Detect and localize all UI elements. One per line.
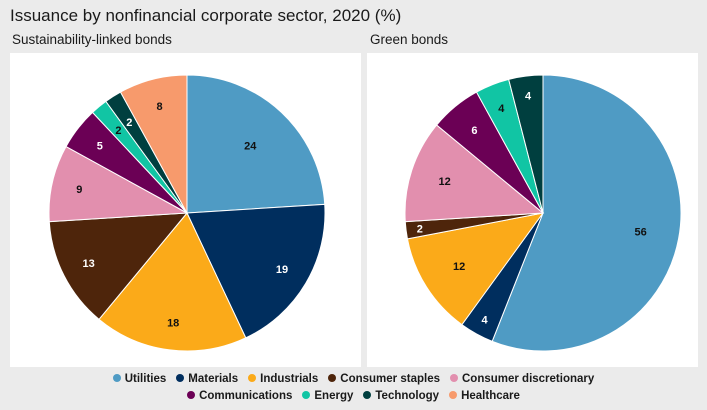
data-label-consumer-discretionary: 12: [438, 176, 450, 188]
pie-slice-technology: [508, 74, 544, 214]
pie-slice-materials: [186, 203, 326, 339]
data-label-materials: 19: [276, 264, 288, 276]
legend-item-industrials: Industrials: [248, 373, 318, 385]
legend-row-1: Utilities Materials Industrials Consumer st…: [0, 373, 707, 385]
data-label-consumer-discretionary: 9: [76, 184, 82, 196]
legend-item-energy: Energy: [302, 390, 353, 402]
legend-label: Healthcare: [461, 390, 520, 402]
legend-item-communications: Communications: [187, 390, 292, 402]
pie-chart-green-bonds: 56 4 12 2 12 6 4 4: [404, 74, 682, 352]
legend-swatch: [449, 374, 458, 382]
data-label-technology: 4: [525, 90, 532, 102]
legend-swatch: [248, 374, 257, 382]
legend-swatch: [187, 391, 196, 399]
pie-slice-consumer-discretionary: [404, 124, 545, 223]
data-label-utilities: 56: [634, 227, 646, 239]
data-label-healthcare: 8: [156, 101, 162, 113]
data-label-industrials: 18: [167, 318, 179, 330]
data-label-technology: 2: [126, 117, 132, 129]
legend-swatch: [363, 391, 372, 399]
pie-slice-utilities: [491, 74, 682, 352]
legend-item-technology: Technology: [363, 390, 439, 402]
legend-swatch: [302, 391, 311, 399]
data-label-energy: 2: [115, 125, 121, 137]
legend-label: Consumer discretionary: [461, 373, 595, 385]
legend-label: Industrials: [260, 373, 319, 385]
data-label-industrials: 12: [453, 261, 465, 273]
data-label-communications: 6: [471, 125, 477, 137]
pie-title-green-bonds: Green bonds: [370, 32, 449, 47]
legend-label: Communications: [199, 390, 293, 402]
legend-swatch: [176, 374, 185, 382]
data-label-consumer-staples: 13: [82, 258, 94, 270]
data-label-consumer-staples: 2: [417, 224, 423, 236]
legend-swatch: [449, 391, 458, 399]
legend-item-utilities: Utilities: [112, 373, 167, 385]
legend-item-consumer-discretionary: Consumer discretionary: [449, 373, 595, 385]
legend-item-materials: Materials: [176, 373, 238, 385]
pie-slice-utilities: [186, 74, 326, 214]
legend-label: Energy: [314, 390, 354, 402]
legend-item-consumer-staples: Consumer staples: [328, 373, 440, 385]
pie-slice-consumer-staples: [48, 212, 189, 321]
legend-label: Consumer staples: [340, 373, 440, 385]
pie-title-sustainability-linked: Sustainability-linked bonds: [12, 32, 172, 47]
pie-slice-industrials: [406, 212, 545, 326]
legend-label: Technology: [375, 390, 440, 402]
data-label-communications: 5: [97, 140, 103, 152]
legend-swatch: [328, 374, 337, 382]
pie-slice-healthcare: [119, 74, 188, 214]
legend-label: Materials: [188, 373, 239, 385]
data-label-materials: 4: [481, 314, 488, 326]
legend-swatch: [112, 374, 121, 382]
pie-panel-green-bonds: 56 4 12 2 12 6 4 4: [367, 53, 698, 367]
chart-title: Issuance by nonfinancial corporate secto…: [10, 6, 402, 25]
legend-label: Utilities: [124, 373, 167, 385]
pie-slice-industrials: [98, 212, 247, 352]
data-label-utilities: 24: [244, 141, 257, 153]
legend-item-healthcare: Healthcare: [449, 390, 520, 402]
data-label-energy: 4: [498, 103, 505, 115]
pie-panel-sustainability-linked: 24 19 18 13 9 5 2 2 8: [10, 53, 361, 367]
legend-row-2: Communications Energy Technology Healthcare: [0, 390, 707, 402]
